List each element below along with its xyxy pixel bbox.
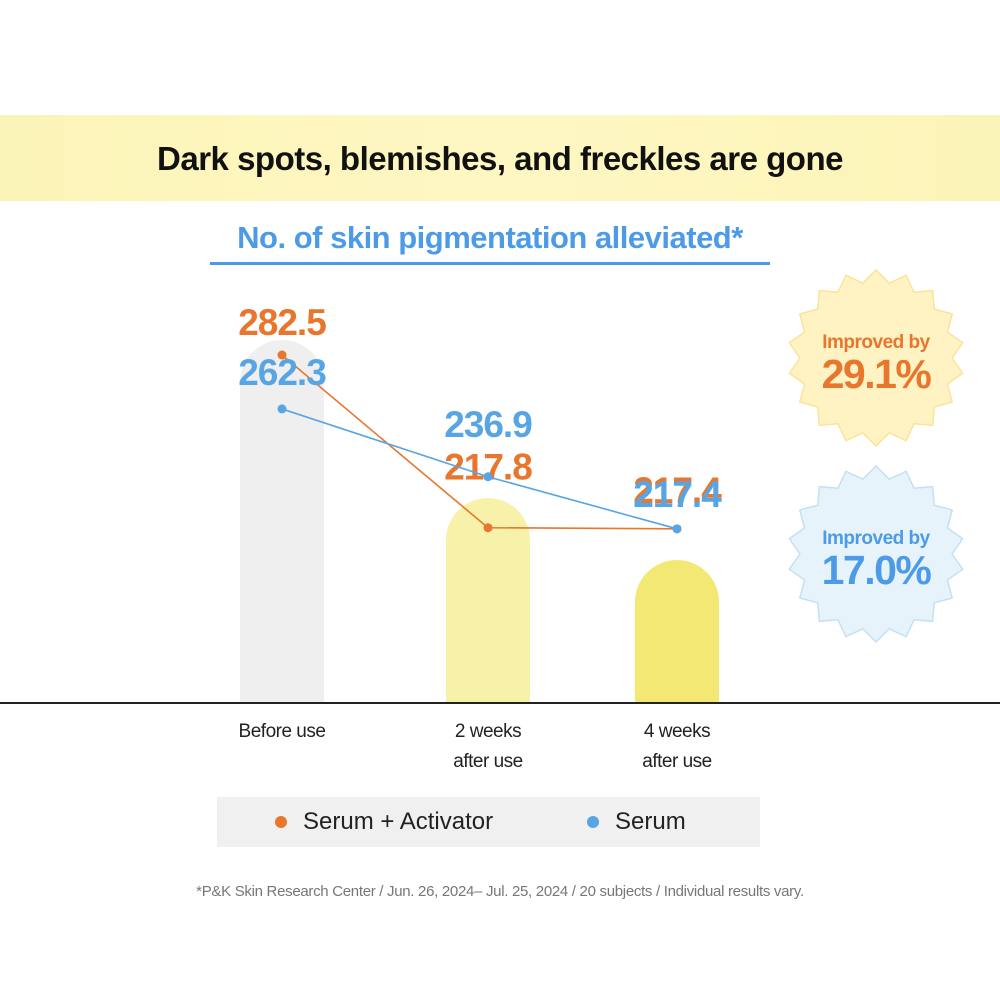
badge-burst: [788, 269, 964, 447]
background-bar: [240, 340, 324, 745]
data-label: 262.3: [238, 352, 326, 393]
x-tick-label: after use: [642, 751, 711, 772]
data-label: 282.5: [238, 302, 326, 343]
legend-item-serum-activator: Serum + Activator: [275, 797, 493, 847]
data-point: [277, 404, 287, 414]
badge-burst: [788, 465, 964, 643]
data-label: 217.4: [633, 474, 722, 515]
legend-dot-blue: [587, 816, 599, 828]
x-tick-label: Before use: [239, 721, 326, 742]
data-point: [483, 523, 493, 533]
badge-label: Improved by: [822, 528, 930, 549]
background-bar: [635, 560, 719, 745]
legend-label: Serum: [615, 808, 686, 835]
data-label: 217.4: [633, 470, 722, 511]
legend-dot-orange: [275, 816, 287, 828]
data-point: [277, 350, 287, 360]
x-tick-label: after use: [453, 751, 522, 772]
badge-label: Improved by: [822, 332, 930, 353]
legend-label: Serum + Activator: [303, 808, 494, 835]
chart-title: No. of skin pigmentation alleviated*: [210, 220, 770, 265]
badge-value: 17.0%: [822, 547, 932, 593]
legend: Serum + Activator Serum: [217, 797, 760, 847]
x-tick-label: 2 weeks: [455, 721, 521, 742]
data-label: 236.9: [444, 404, 532, 445]
background-bar: [446, 498, 530, 745]
x-tick-label: 4 weeks: [644, 721, 710, 742]
badge-value: 29.1%: [822, 351, 932, 397]
title-band: [0, 115, 1000, 201]
footnote: *P&K Skin Research Center / Jun. 26, 202…: [196, 883, 804, 900]
axis-mask: [0, 704, 1000, 764]
data-point: [672, 524, 682, 534]
page-title: Dark spots, blemishes, and freckles are …: [157, 140, 843, 177]
data-point: [483, 472, 493, 482]
legend-item-serum: Serum: [587, 797, 686, 847]
